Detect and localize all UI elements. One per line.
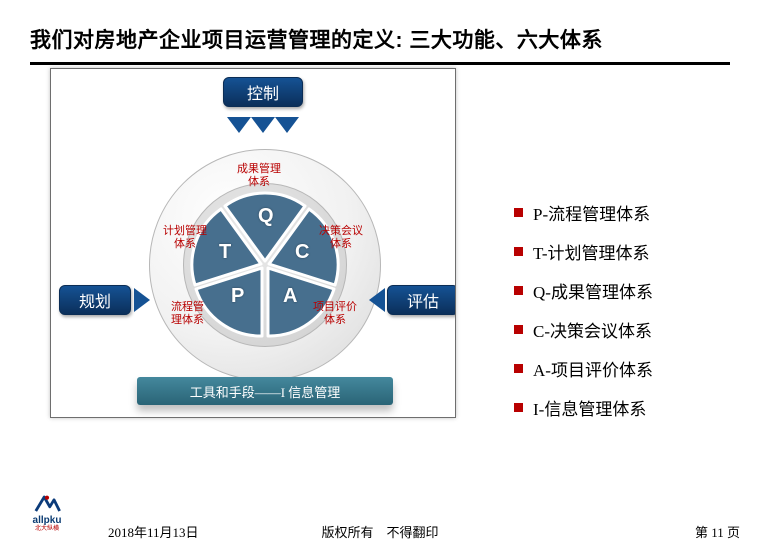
slide-title-wrap: 我们对房地产企业项目运营管理的定义: 三大功能、六大体系 [30, 24, 730, 65]
pie-letter-a: A [283, 285, 297, 308]
ring-label-xiangmu: 项目评价 体系 [313, 301, 357, 327]
pie-letter-c: C [295, 241, 309, 264]
arrow-left-icon [369, 288, 385, 312]
ring-label-line: 理体系 [171, 314, 204, 326]
pill-assess: 评估 [387, 285, 456, 315]
tool-bar: 工具和手段——I 信息管理 [137, 377, 393, 405]
legend-item: P-流程管理体系 [514, 200, 714, 225]
logo-mark-icon [26, 494, 68, 514]
slide-title: 我们对房地产企业项目运营管理的定义: 三大功能、六大体系 [30, 24, 730, 54]
arrow-down-icon [227, 117, 251, 133]
pie-letter-p: P [231, 285, 244, 308]
ring-label-juece: 决策会议 体系 [319, 225, 363, 251]
ring-label-line: 体系 [174, 238, 196, 250]
arrow-down-icon [251, 117, 275, 133]
arrow-right-icon [134, 288, 150, 312]
bullet-icon [514, 364, 523, 373]
ring-label-line: 流程管 [171, 301, 204, 313]
logo-text: allpku [26, 516, 68, 526]
legend-item: A-项目评价体系 [514, 356, 714, 381]
bullet-icon [514, 247, 523, 256]
ring-label-line: 计划管理 [163, 225, 207, 237]
ring-label-line: 项目评价 [313, 301, 357, 313]
legend-item: Q-成果管理体系 [514, 278, 714, 303]
legend-text: C-决策会议体系 [533, 317, 652, 342]
legend-text: T-计划管理体系 [533, 239, 650, 264]
ring-label-liucheng: 流程管 理体系 [171, 301, 204, 327]
bullet-icon [514, 208, 523, 217]
ring-label-line: 决策会议 [319, 225, 363, 237]
pill-plan: 规划 [59, 285, 131, 315]
ring-label-line: 体系 [324, 314, 346, 326]
pill-control: 控制 [223, 77, 303, 107]
legend-item: T-计划管理体系 [514, 239, 714, 264]
pie-letter-t: T [219, 241, 231, 264]
logo: allpku 北大纵横 [26, 494, 68, 532]
bullet-icon [514, 403, 523, 412]
legend-text: P-流程管理体系 [533, 200, 650, 225]
title-underline [30, 62, 730, 65]
diagram-frame: 控制 Q T C P A 成果管理 体系 计划管理 体系 决策会议 体系 流程管 [50, 68, 456, 418]
ring-label-line: 体系 [248, 176, 270, 188]
legend-text: Q-成果管理体系 [533, 278, 653, 303]
ring-label-line: 体系 [330, 238, 352, 250]
bullet-icon [514, 325, 523, 334]
ring-label-line: 成果管理 [237, 163, 281, 175]
ring-label-chengguo: 成果管理 体系 [237, 163, 281, 189]
pie-letter-q: Q [258, 205, 274, 228]
arrow-down-icon [275, 117, 299, 133]
bullet-icon [514, 286, 523, 295]
legend-item: I-信息管理体系 [514, 395, 714, 420]
legend: P-流程管理体系 T-计划管理体系 Q-成果管理体系 C-决策会议体系 A-项目… [514, 200, 714, 434]
legend-text: I-信息管理体系 [533, 395, 646, 420]
logo-sub: 北大纵横 [26, 526, 68, 532]
ring-label-jihua: 计划管理 体系 [163, 225, 207, 251]
legend-item: C-决策会议体系 [514, 317, 714, 342]
legend-text: A-项目评价体系 [533, 356, 653, 381]
